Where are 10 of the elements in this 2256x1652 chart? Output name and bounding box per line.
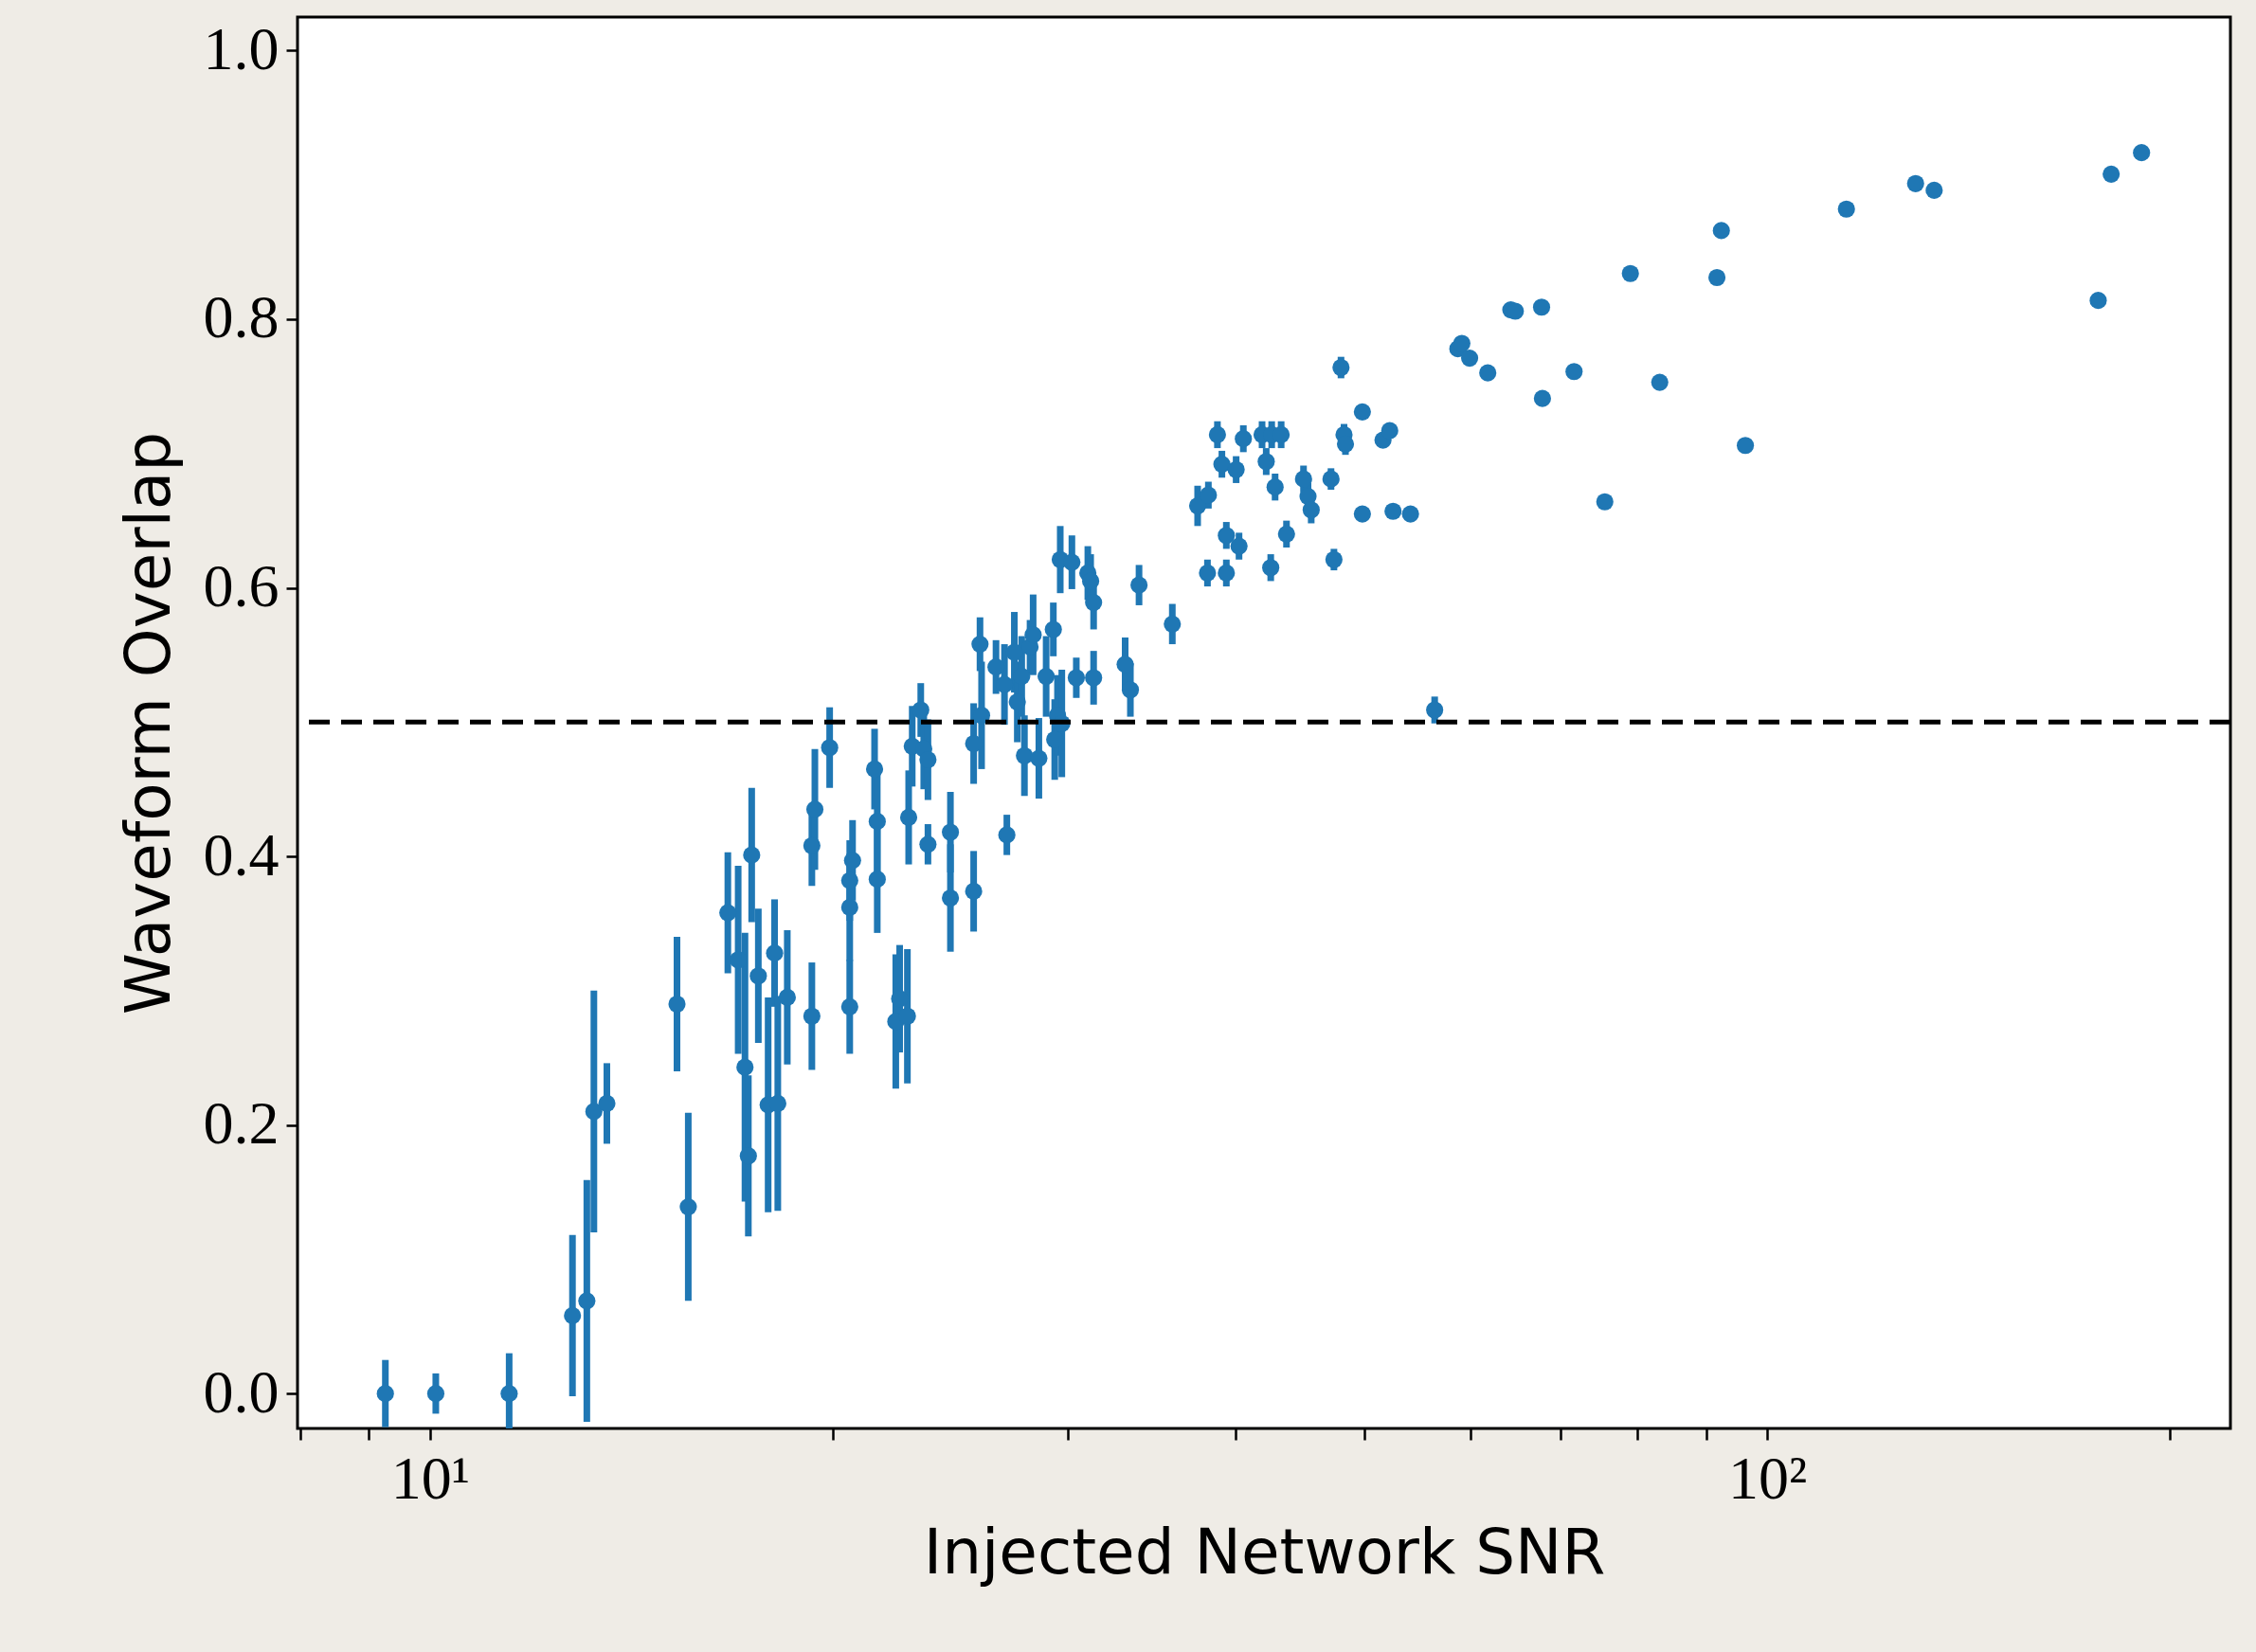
y-tick-label: 0.8	[203, 283, 280, 351]
x-tick-label: 10¹	[390, 1444, 470, 1512]
y-tick-label: 0.0	[203, 1357, 280, 1426]
y-tick-label: 0.2	[203, 1089, 280, 1158]
x-tick-label: 10²	[1728, 1444, 1808, 1512]
y-tick-label: 0.6	[203, 552, 280, 620]
y-tick-label: 1.0	[203, 14, 280, 82]
y-axis-title: Waveform Overlap	[111, 431, 185, 1015]
y-tick-label: 0.4	[203, 820, 280, 889]
x-axis-title: Injected Network SNR	[923, 1515, 1606, 1589]
